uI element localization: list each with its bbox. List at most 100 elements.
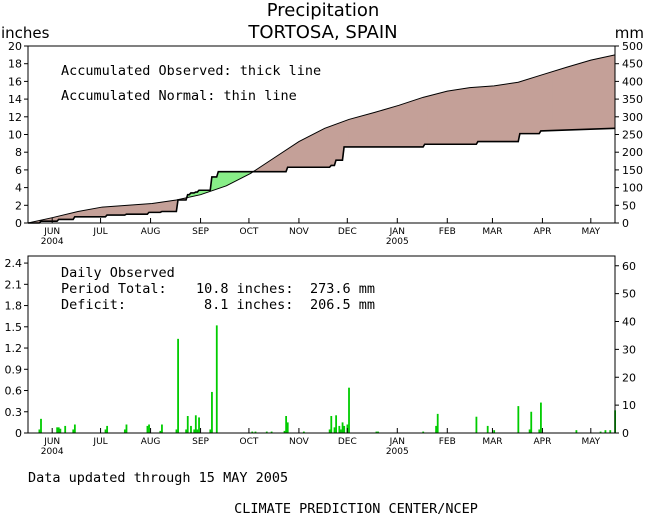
deficit-fill-slice: [502, 84, 505, 142]
y-tick-label-left: 2.1: [5, 278, 23, 291]
deficit-fill-slice: [575, 64, 577, 130]
deficit-fill-slice: [535, 76, 537, 134]
deficit-fill-slice: [127, 205, 130, 215]
deficit-fill-slice: [298, 141, 300, 168]
daily-precip-bar: [575, 430, 578, 433]
surplus-fill-slice: [240, 171, 243, 179]
deficit-fill-slice: [319, 130, 322, 168]
deficit-fill-slice: [473, 87, 476, 145]
deficit-fill-slice: [114, 206, 116, 216]
deficit-fill-slice: [410, 101, 412, 147]
deficit-fill-slice: [107, 206, 109, 216]
deficit-fill-slice: [467, 87, 469, 145]
surplus-fill-slice: [223, 171, 226, 187]
top-month-label: JUL: [92, 227, 107, 237]
daily-precip-bar: [159, 430, 162, 433]
deficit-fill-slice: [95, 208, 97, 217]
daily-precip-bar: [194, 415, 197, 433]
surplus-fill-slice: [243, 171, 245, 177]
deficit-fill-slice: [82, 210, 84, 217]
deficit-fill-slice: [538, 75, 540, 134]
deficit-fill-slice: [130, 205, 132, 215]
surplus-fill-slice: [194, 192, 196, 197]
daily-precip-bar: [338, 425, 341, 433]
deficit-fill-slice: [306, 137, 308, 168]
deficit-fill-slice: [69, 213, 71, 220]
deficit-fill-slice: [590, 60, 593, 130]
deficit-fill-slice: [295, 143, 297, 168]
deficit-fill-slice: [78, 211, 81, 217]
period-total-mm: 273.6 mm: [310, 281, 375, 297]
y-tick-label-right: 350: [622, 93, 643, 106]
daily-precip-bar: [435, 425, 437, 433]
surplus-fill-slice: [214, 176, 216, 190]
deficit-fill-slice: [390, 107, 392, 147]
surplus-fill-slice: [235, 171, 237, 182]
deficit-fill-slice: [463, 88, 465, 145]
deficit-fill-slice: [147, 203, 149, 214]
deficit-fill-slice: [62, 215, 64, 220]
surplus-fill-slice: [211, 176, 214, 191]
surplus-fill-slice: [231, 171, 233, 184]
deficit-fill-slice: [50, 217, 52, 222]
deficit-fill-slice: [588, 60, 590, 130]
top-month-label: MAY: [581, 227, 600, 237]
daily-precip-bar: [190, 425, 192, 433]
deficit-fill-slice: [580, 63, 582, 130]
deficit-fill-slice: [157, 202, 159, 213]
deficit-fill-slice: [377, 111, 379, 147]
deficit-fill-slice: [520, 81, 522, 134]
deficit-fill-slice: [431, 94, 434, 145]
deficit-fill-slice: [590, 60, 592, 130]
y-tick-label-left: 14: [8, 93, 22, 106]
deficit-fill-slice: [548, 72, 551, 131]
deficit-fill-slice: [373, 112, 376, 147]
deficit-fill-slice: [589, 60, 591, 130]
deficit-fill-slice: [314, 133, 316, 168]
daily-precip-bar: [125, 424, 128, 433]
daily-precip-bar: [177, 338, 179, 433]
deficit-fill-slice: [49, 218, 51, 222]
surplus-fill-slice: [202, 190, 204, 194]
y-tick-label-right: 20: [622, 371, 636, 384]
deficit-fill-slice: [448, 90, 450, 145]
deficit-fill-slice: [557, 69, 559, 131]
daily-precip-bar: [333, 427, 336, 433]
deficit-fill-slice: [375, 112, 377, 147]
daily-precip-bar: [302, 431, 305, 433]
deficit-fill-slice: [468, 87, 470, 145]
y-tick-label-right: 150: [622, 164, 643, 177]
deficit-fill-slice: [365, 114, 368, 147]
deficit-fill-slice: [98, 207, 100, 217]
deficit-fill-slice: [380, 110, 382, 147]
deficit-fill-slice: [343, 121, 345, 151]
deficit-fill-slice: [344, 120, 347, 147]
deficit-fill-slice: [400, 104, 402, 147]
deficit-fill-slice: [351, 118, 353, 147]
deficit-fill-slice: [136, 204, 138, 215]
surplus-fill-slice: [198, 190, 201, 195]
deficit-fill-slice: [503, 84, 505, 142]
surplus-fill-slice: [191, 192, 193, 197]
deficit-fill-slice: [596, 58, 598, 129]
deficit-fill-slice: [437, 93, 439, 145]
deficit-fill-slice: [397, 105, 399, 147]
deficit-fill-slice: [360, 116, 362, 147]
bottom-month-label: JAN: [389, 437, 405, 447]
deficit-fill-slice: [61, 215, 63, 220]
deficit-fill-slice: [361, 116, 363, 147]
deficit-fill-slice: [464, 88, 466, 145]
deficit-fill-slice: [612, 55, 614, 129]
deficit-fill-slice: [291, 146, 293, 168]
deficit-fill-slice: [369, 113, 371, 147]
top-month-label: DEC: [338, 227, 357, 237]
deficit-fill-slice: [517, 82, 519, 142]
daily-precip-bar: [540, 402, 542, 433]
deficit-fill-slice: [478, 86, 480, 142]
deficit-fill-slice: [500, 84, 502, 142]
deficit-fill-slice: [274, 157, 276, 172]
deficit-fill-slice: [123, 205, 126, 216]
deficit-fill-slice: [279, 154, 281, 172]
deficit-fill-slice: [509, 83, 511, 142]
deficit-fill-slice: [152, 203, 155, 213]
